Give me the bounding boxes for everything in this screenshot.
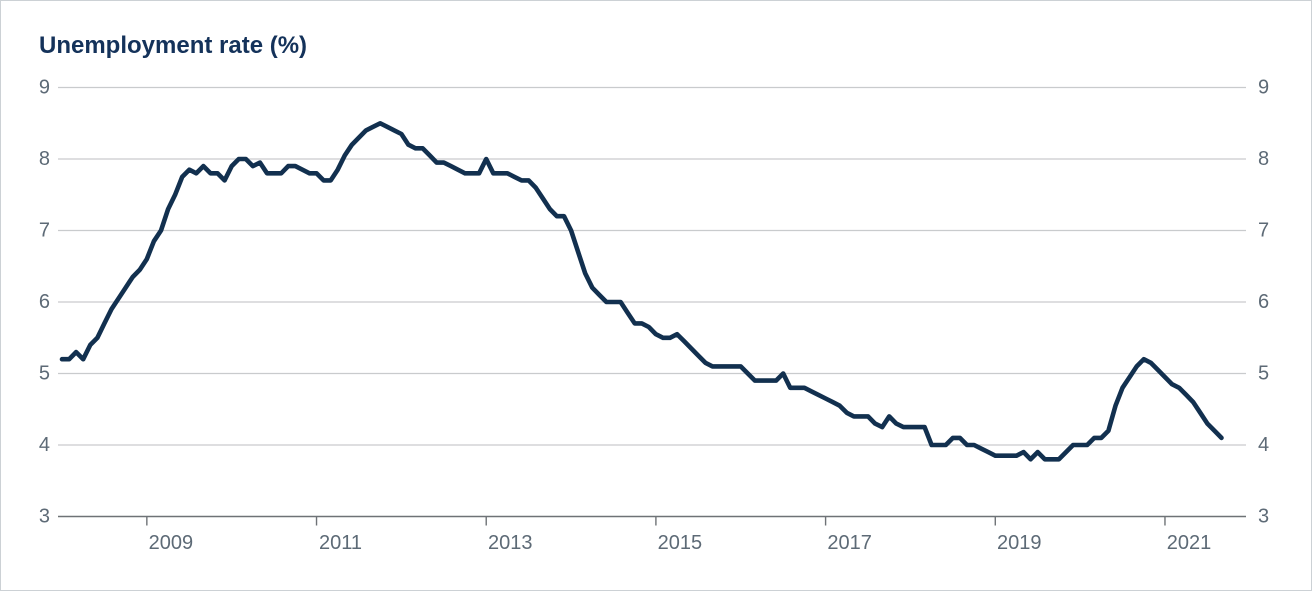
y-tick-label-right: 8 xyxy=(1258,148,1269,170)
chart-title: Unemployment rate (%) xyxy=(39,32,307,59)
y-tick-label-left: 9 xyxy=(39,77,50,99)
y-tick-label-left: 3 xyxy=(39,506,50,528)
x-tick-label: 2009 xyxy=(149,532,194,554)
y-axis-left: 3 4 5 6 7 8 9 xyxy=(39,77,50,528)
y-tick-label-left: 7 xyxy=(39,220,50,242)
y-tick-label-right: 9 xyxy=(1258,77,1269,99)
y-tick-label-left: 6 xyxy=(39,291,50,313)
y-tick-label-right: 6 xyxy=(1258,291,1269,313)
x-tick-label: 2017 xyxy=(827,532,872,554)
y-tick-label-left: 5 xyxy=(39,363,50,385)
y-tick-label-right: 4 xyxy=(1258,434,1269,456)
data-series xyxy=(59,121,1224,462)
x-tick-label: 2013 xyxy=(488,532,533,554)
y-tick-label-left: 8 xyxy=(39,148,50,170)
y-tick-label-right: 3 xyxy=(1258,506,1269,528)
y-tick-label-right: 5 xyxy=(1258,363,1269,385)
x-tick-label: 2011 xyxy=(319,532,362,554)
x-tick-label: 2015 xyxy=(658,532,703,554)
x-tick-label: 2019 xyxy=(997,532,1042,554)
y-tick-label-right: 7 xyxy=(1258,220,1269,242)
x-tick-label: 2021 xyxy=(1167,532,1212,554)
gridlines xyxy=(58,86,1246,518)
y-axis-right: 3 4 5 6 7 8 9 xyxy=(1258,77,1269,528)
y-tick-label-left: 4 xyxy=(39,434,50,456)
x-axis: 2009 2011 2013 2015 2017 2019 2021 xyxy=(146,516,1212,554)
unemployment-rate-line xyxy=(59,121,1224,462)
